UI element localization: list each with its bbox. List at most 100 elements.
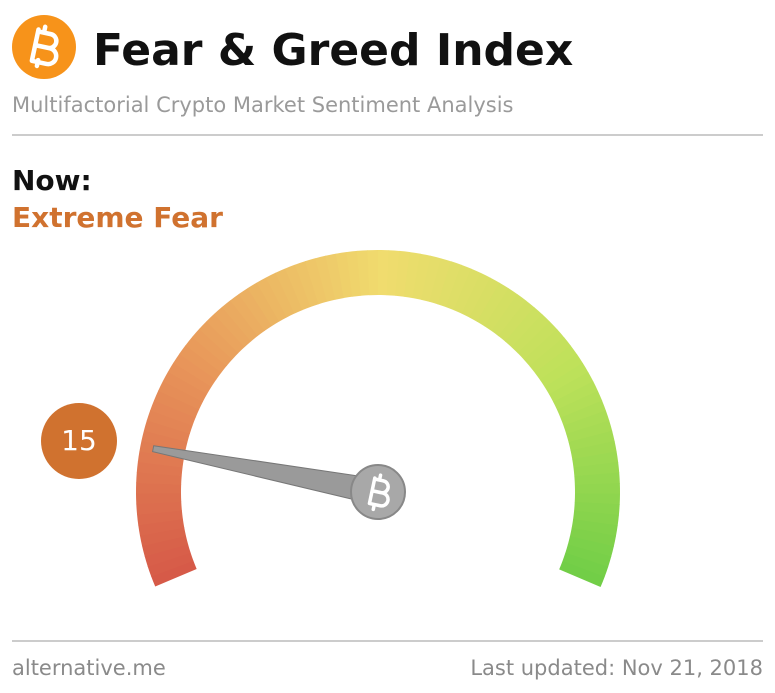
arc-segment [553, 381, 599, 411]
arc-segment [378, 250, 390, 296]
arc-segment [315, 255, 336, 302]
arc-segment [143, 420, 190, 443]
subtitle: Multifactorial Crypto Market Sentiment A… [12, 93, 514, 117]
arc-segment [445, 264, 472, 311]
gauge-arc [135, 250, 620, 588]
arc-segment [294, 261, 319, 307]
arc-segment [304, 258, 328, 305]
arc-segment [523, 329, 565, 367]
now-label: Now: [12, 164, 92, 197]
arc-segment [147, 552, 194, 577]
arc-segment [137, 450, 184, 468]
arc-segment [549, 371, 594, 403]
arc-segment [136, 501, 182, 515]
arc-segment [151, 560, 197, 587]
arc-segment [574, 483, 620, 495]
arc-segment [139, 527, 187, 547]
arc-segment [325, 253, 345, 300]
arc-segment [230, 293, 265, 337]
arc-segment [476, 282, 509, 327]
value-bubble [41, 403, 117, 479]
arc-segment [265, 272, 295, 318]
arc-segment [505, 307, 543, 348]
arc-segment [556, 390, 603, 418]
arc-segment [511, 314, 551, 354]
arc-segment [395, 250, 411, 297]
arc-segment [437, 261, 462, 308]
arc-segment [429, 258, 452, 305]
arc-segment [213, 306, 252, 348]
arc-segment [469, 277, 500, 322]
arc-segment [285, 264, 311, 311]
arc-segment [560, 400, 607, 427]
classification: Extreme Fear [12, 201, 223, 234]
arc-segment [453, 268, 482, 314]
arc-segment [565, 544, 612, 568]
arc-segment [173, 353, 217, 387]
arc-segment [356, 250, 370, 296]
arc-segment [461, 272, 491, 318]
gauge: 15 [41, 403, 406, 520]
arc-segment [256, 277, 288, 322]
arc-segment [247, 282, 280, 327]
arc-segment [574, 493, 620, 505]
arc-segment [158, 380, 204, 410]
arc-segment [563, 410, 610, 435]
arc-segment [571, 519, 618, 537]
arc-segment [142, 535, 189, 557]
hub-glyph [367, 473, 390, 512]
arc-segment [167, 362, 212, 395]
arc-segment [367, 250, 379, 296]
arc-segment [568, 430, 615, 451]
arc-segment [412, 253, 432, 300]
arc-segment [559, 560, 605, 588]
arc-segment [498, 300, 535, 342]
arc-segment [185, 336, 227, 373]
arc-segment [206, 313, 245, 354]
arc-segment [517, 321, 558, 360]
arc-segment [567, 536, 614, 558]
arc-segment [484, 288, 518, 332]
arc-segment [136, 461, 183, 477]
arc-segment [153, 390, 200, 418]
arc-segment [179, 345, 222, 380]
arc-segment [570, 441, 617, 460]
arc-segment [573, 510, 619, 526]
arc-segment [539, 354, 583, 388]
arc-segment [136, 492, 182, 505]
arc-segment [135, 482, 182, 494]
arc-segment [574, 472, 620, 486]
source: alternative.me [12, 656, 166, 680]
arc-segment [146, 409, 193, 434]
arc-segment [238, 287, 273, 331]
arc-segment [141, 430, 188, 451]
arc-segment [144, 544, 191, 567]
arc-segment [569, 527, 616, 547]
arc-segment [275, 268, 303, 314]
arc-segment [544, 362, 589, 395]
arc-segment [137, 510, 183, 526]
arc-segment [573, 461, 620, 477]
arc-segment [335, 252, 353, 299]
arc-segment [221, 300, 258, 342]
arc-segment [534, 345, 578, 381]
title: Fear & Greed Index [93, 25, 573, 76]
logo-glyph [29, 24, 59, 69]
arc-segment [192, 328, 233, 366]
needle [151, 445, 382, 506]
arc-segment [562, 552, 609, 578]
arc-segment [162, 371, 208, 402]
arc-segment [403, 252, 421, 299]
arc-segment [138, 518, 185, 536]
arc-segment [198, 321, 239, 360]
value-label: 15 [61, 424, 97, 457]
updated: Last updated: Nov 21, 2018 [470, 656, 763, 680]
arc-segment [491, 294, 527, 337]
arc-segment [150, 400, 196, 426]
arc-segment [566, 420, 613, 443]
bitcoin-logo [12, 15, 76, 79]
arc-segment [420, 255, 442, 302]
arc-segment [346, 250, 362, 297]
arc-segment [529, 337, 571, 374]
